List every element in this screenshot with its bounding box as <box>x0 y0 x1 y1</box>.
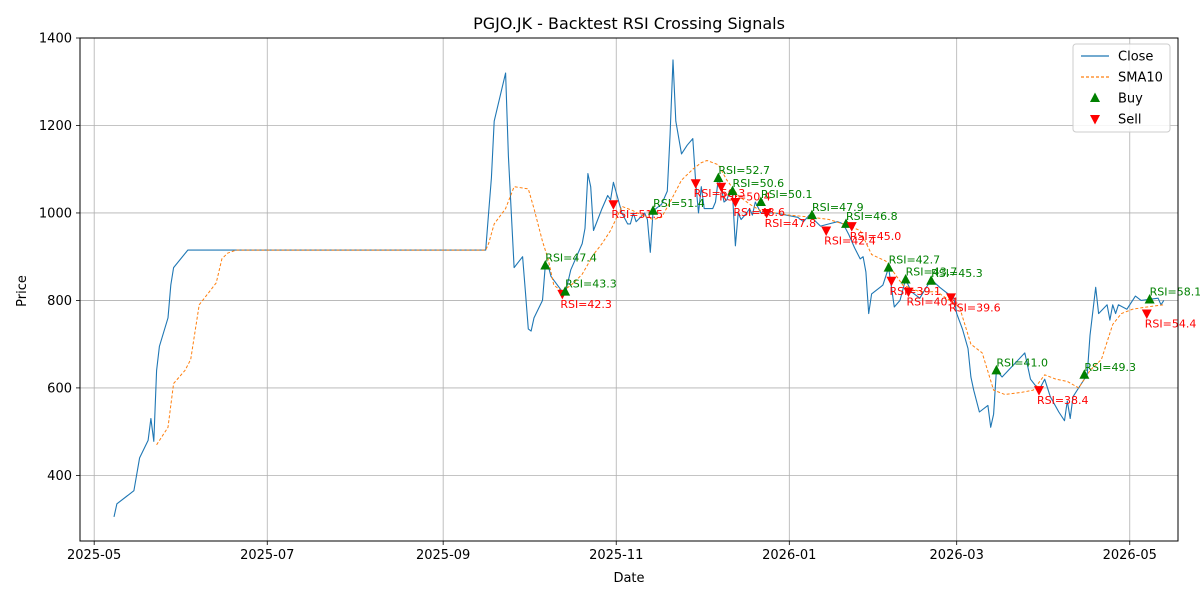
signal-layer: RSI=47.4RSI=42.3RSI=43.3RSI=51.5RSI=51.4… <box>540 164 1200 407</box>
y-tick-label: 1200 <box>39 119 72 134</box>
ticks: 2025-05 2025-07 2025-09 2025-11 2026-01 2026-… <box>39 32 1157 564</box>
buy-signal-label: RSI=46.8 <box>846 210 898 223</box>
buy-signal-marker <box>900 273 911 284</box>
buy-signal-label: RSI=58.1 <box>1150 286 1200 299</box>
x-tick-label: 2026-03 <box>930 548 984 563</box>
buy-signal-marker <box>1144 294 1155 304</box>
sell-signal-label: RSI=42.4 <box>824 234 876 247</box>
sell-signal-marker <box>1141 309 1152 320</box>
sell-signal-marker <box>821 226 832 236</box>
sell-signal-marker <box>761 208 772 219</box>
buy-signal-marker <box>807 209 817 220</box>
x-tick-label: 2025-05 <box>67 548 121 563</box>
y-tick-label: 1400 <box>39 32 72 47</box>
legend-label: SMA10 <box>1118 71 1163 86</box>
buy-signal-marker <box>713 172 724 182</box>
x-axis-label: Date <box>613 571 644 586</box>
sell-signal-label: RSI=42.3 <box>560 298 612 311</box>
buy-signal-label: RSI=52.7 <box>718 164 770 177</box>
sell-signal-label: RSI=45.0 <box>850 230 902 243</box>
sell-signal-marker <box>886 276 897 287</box>
sell-signal-marker <box>903 287 914 298</box>
buy-signal-marker <box>1079 369 1090 379</box>
buy-signal-label: RSI=50.6 <box>733 177 785 190</box>
sell-signal-marker <box>690 179 701 189</box>
y-tick-label: 800 <box>47 294 72 309</box>
legend-buy-swatch <box>1090 92 1100 102</box>
sell-signal-label: RSI=39.1 <box>889 285 941 298</box>
y-tick-label: 400 <box>47 469 72 484</box>
y-axis-label: Price <box>15 275 30 307</box>
buy-signal-marker <box>560 286 571 296</box>
x-tick-label: 2025-09 <box>416 548 470 563</box>
x-tick-label: 2026-01 <box>762 548 816 563</box>
legend-label: Close <box>1118 50 1153 65</box>
x-tick-label: 2025-07 <box>240 548 294 563</box>
buy-signal-label: RSI=43.7 <box>906 265 958 278</box>
legend-sell-swatch <box>1090 115 1100 125</box>
y-tick-label: 600 <box>47 381 72 396</box>
x-tick-label: 2026-05 <box>1103 548 1157 563</box>
sell-signal-label: RSI=39.6 <box>949 301 1001 314</box>
legend-label: Sell <box>1118 113 1141 128</box>
buy-signal-marker <box>540 259 551 270</box>
buy-signal-label: RSI=43.3 <box>565 278 617 291</box>
sell-signal-label: RSI=38.4 <box>1037 394 1089 407</box>
buy-signal-label: RSI=45.3 <box>931 267 983 280</box>
legend-label: Buy <box>1118 92 1143 107</box>
buy-signal-marker <box>648 205 659 215</box>
sell-signal-marker <box>1033 386 1044 396</box>
sell-signal-marker <box>846 222 857 232</box>
sell-signal-marker <box>730 198 741 208</box>
buy-signal-marker <box>991 364 1002 375</box>
chart-title: PGJO.JK - Backtest RSI Crossing Signals <box>473 14 785 33</box>
grid <box>80 37 1178 541</box>
buy-signal-label: RSI=51.4 <box>653 197 705 210</box>
buy-signal-label: RSI=50.1 <box>761 188 813 201</box>
x-tick-label: 2025-11 <box>589 548 643 563</box>
buy-signal-marker <box>883 262 894 272</box>
sell-signal-label: RSI=54.4 <box>1145 318 1197 331</box>
buy-signal-label: RSI=47.9 <box>812 201 864 214</box>
buy-signal-label: RSI=41.0 <box>996 356 1048 369</box>
plot-frame <box>79 37 1179 542</box>
buy-signal-label: RSI=47.4 <box>545 251 597 264</box>
sell-signal-label: RSI=48.6 <box>733 206 785 219</box>
buy-signal-label: RSI=49.3 <box>1084 361 1136 374</box>
sell-signal-label: RSI=40.4 <box>906 296 958 309</box>
sell-signal-label: RSI=47.8 <box>765 217 817 230</box>
buy-signal-label: RSI=42.7 <box>889 254 941 267</box>
sell-signal-marker <box>946 293 957 303</box>
y-tick-label: 1000 <box>39 206 72 221</box>
sell-signal-marker <box>608 200 619 210</box>
buy-signal-marker <box>727 185 738 196</box>
legend-box <box>1072 43 1171 133</box>
sell-signal-marker <box>716 182 727 193</box>
legend: Close SMA10 Buy Sell <box>1072 43 1171 133</box>
buy-signal-marker <box>926 275 937 285</box>
buy-signal-marker <box>755 196 766 207</box>
